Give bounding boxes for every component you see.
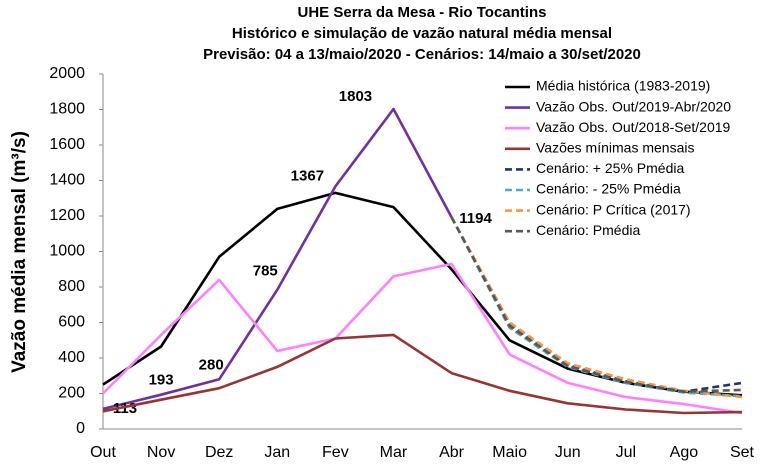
y-tick-label: 1400 xyxy=(49,172,85,189)
series-line xyxy=(450,216,743,393)
x-tick-label: Jan xyxy=(264,444,290,461)
legend-label: Cenário: Pmédia xyxy=(536,222,640,238)
x-tick-label: Maio xyxy=(492,444,527,461)
legend-label: Vazão Obs. Out/2018-Set/2019 xyxy=(536,119,731,135)
y-tick-label: 1000 xyxy=(49,243,85,260)
x-tick-label: Nov xyxy=(147,444,175,461)
y-tick-label: 400 xyxy=(58,349,85,366)
series-line xyxy=(450,216,743,398)
legend-label: Vazão Obs. Out/2019-Abr/2020 xyxy=(536,98,731,114)
legend-label: Vazões mínimas mensais xyxy=(536,140,694,156)
series-line xyxy=(450,216,743,399)
y-tick-label: 200 xyxy=(58,385,85,402)
series-line xyxy=(102,262,743,415)
chart-title: UHE Serra da Mesa - Rio Tocantins xyxy=(298,4,547,21)
data-label: 1194 xyxy=(459,210,492,227)
chart-subtitle: Histórico e simulação de vazão natural m… xyxy=(232,25,612,42)
y-tick-label: 1200 xyxy=(49,207,85,224)
data-label: 1367 xyxy=(291,167,324,184)
x-tick-label: Mar xyxy=(380,444,408,461)
series-line xyxy=(102,333,743,415)
x-tick-label: Fev xyxy=(322,444,349,461)
y-tick-label: 2000 xyxy=(49,65,85,82)
y-tick-label: 1800 xyxy=(49,101,85,118)
y-tick-label: 600 xyxy=(58,314,85,331)
y-axis-title: Vazão média mensal (m³/s) xyxy=(9,131,30,373)
legend-label: Cenário: P Crítica (2017) xyxy=(536,201,691,217)
series-line xyxy=(102,107,453,411)
x-tick-label: Abr xyxy=(439,444,465,461)
legend-label: Cenário: + 25% Pmédia xyxy=(536,160,684,176)
y-tick-label: 800 xyxy=(58,278,85,295)
x-tick-label: Jul xyxy=(616,444,636,461)
y-tick-label: 1600 xyxy=(49,136,85,153)
legend-label: Cenário: - 25% Pmédia xyxy=(536,181,681,197)
x-tick-label: Ago xyxy=(670,444,699,461)
series-line xyxy=(450,216,743,393)
x-tick-label: Dez xyxy=(205,444,233,461)
data-label: 280 xyxy=(199,356,224,373)
data-label: 113 xyxy=(113,400,137,417)
data-label: 785 xyxy=(253,263,278,280)
x-tick-label: Out xyxy=(90,444,116,461)
data-label: 193 xyxy=(149,372,174,389)
y-tick-label: 0 xyxy=(76,420,85,437)
x-tick-label: Set xyxy=(730,444,755,461)
chart-subtitle: Previsão: 04 a 13/maio/2020 - Cenários: … xyxy=(203,46,641,63)
legend-label: Média histórica (1983-2019) xyxy=(536,78,710,94)
data-label: 1803 xyxy=(339,88,372,105)
x-tick-label: Jun xyxy=(555,444,581,461)
